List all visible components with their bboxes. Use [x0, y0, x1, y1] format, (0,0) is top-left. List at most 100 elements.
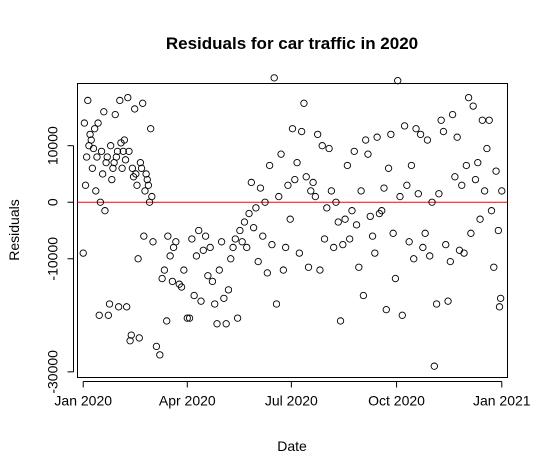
- data-point: [107, 142, 115, 150]
- data-point: [81, 181, 90, 189]
- data-point: [109, 164, 117, 172]
- data-point: [183, 314, 191, 322]
- data-point: [80, 119, 89, 127]
- data-point: [286, 215, 294, 223]
- data-point: [137, 164, 146, 172]
- data-point: [233, 314, 242, 322]
- data-point: [140, 232, 148, 240]
- data-point: [141, 187, 149, 195]
- data-point: [362, 136, 370, 144]
- data-point: [119, 147, 127, 155]
- data-point: [126, 337, 134, 345]
- data-point: [446, 257, 454, 266]
- data-point: [185, 314, 194, 322]
- data-point: [380, 184, 388, 192]
- data-point: [108, 175, 116, 184]
- data-point: [469, 102, 477, 110]
- data-point: [416, 130, 425, 139]
- data-point: [302, 173, 310, 181]
- data-point: [314, 130, 322, 139]
- data-point: [325, 144, 333, 153]
- data-point: [88, 164, 97, 172]
- data-point: [460, 249, 468, 257]
- data-point: [320, 235, 329, 243]
- data-point: [471, 175, 480, 184]
- data-point: [148, 192, 156, 201]
- x-tick-label: Jan 2020: [54, 393, 112, 409]
- data-point: [426, 252, 434, 260]
- data-point: [304, 263, 313, 271]
- data-point: [316, 266, 324, 274]
- data-point: [371, 249, 379, 257]
- chart-title: Residuals for car traffic in 2020: [166, 34, 418, 53]
- data-point: [190, 291, 198, 300]
- data-point: [100, 108, 108, 116]
- data-point: [215, 266, 223, 274]
- data-point: [410, 255, 418, 263]
- data-point: [439, 127, 448, 136]
- data-point: [247, 178, 255, 187]
- x-tick-label: Jan 2021: [473, 393, 531, 409]
- data-point: [467, 229, 475, 237]
- data-point: [485, 116, 493, 124]
- data-point: [265, 161, 274, 170]
- y-tick-label: -10000: [45, 237, 61, 281]
- data-point: [430, 362, 438, 370]
- data-point: [82, 153, 91, 161]
- data-point: [243, 243, 251, 252]
- data-point: [172, 238, 180, 246]
- data-point: [400, 122, 409, 130]
- data-point: [197, 297, 205, 305]
- data-point: [124, 93, 132, 102]
- data-point: [163, 317, 171, 325]
- data-point: [166, 252, 174, 260]
- data-point: [293, 159, 301, 167]
- data-point: [339, 240, 347, 249]
- data-point: [284, 181, 292, 189]
- data-point: [476, 215, 484, 223]
- data-point: [451, 173, 459, 181]
- data-point: [330, 243, 338, 252]
- data-point: [458, 181, 466, 189]
- data-point: [156, 351, 164, 359]
- data-point: [84, 96, 92, 105]
- data-point: [432, 300, 441, 308]
- data-point: [307, 187, 315, 195]
- x-axis-label: Date: [277, 438, 307, 454]
- data-point: [343, 161, 352, 170]
- data-point: [131, 105, 139, 113]
- data-point: [217, 238, 226, 246]
- data-point: [91, 125, 99, 133]
- data-point: [103, 153, 111, 161]
- data-point: [428, 198, 436, 206]
- data-point: [113, 147, 122, 155]
- data-point: [490, 263, 498, 271]
- data-point: [498, 187, 506, 195]
- data-point: [355, 263, 363, 271]
- data-point: [134, 255, 142, 263]
- data-point: [387, 130, 395, 139]
- data-point: [442, 240, 450, 249]
- data-point: [281, 243, 290, 252]
- data-point: [112, 153, 121, 161]
- data-point: [104, 311, 113, 319]
- data-point: [419, 243, 427, 252]
- data-point: [224, 286, 233, 294]
- data-point: [277, 150, 285, 158]
- data-point: [142, 170, 150, 178]
- plot-frame: [77, 83, 508, 378]
- data-point: [453, 133, 461, 141]
- data-point: [128, 164, 137, 172]
- data-point: [208, 277, 217, 286]
- data-point: [127, 331, 135, 339]
- data-point: [256, 184, 265, 192]
- data-point: [254, 257, 262, 266]
- data-point: [101, 207, 109, 215]
- data-point: [336, 317, 345, 325]
- data-point: [206, 243, 214, 252]
- data-point: [86, 130, 94, 139]
- data-point: [94, 119, 102, 127]
- data-point: [352, 221, 361, 229]
- data-point: [279, 266, 288, 274]
- data-point: [135, 334, 143, 342]
